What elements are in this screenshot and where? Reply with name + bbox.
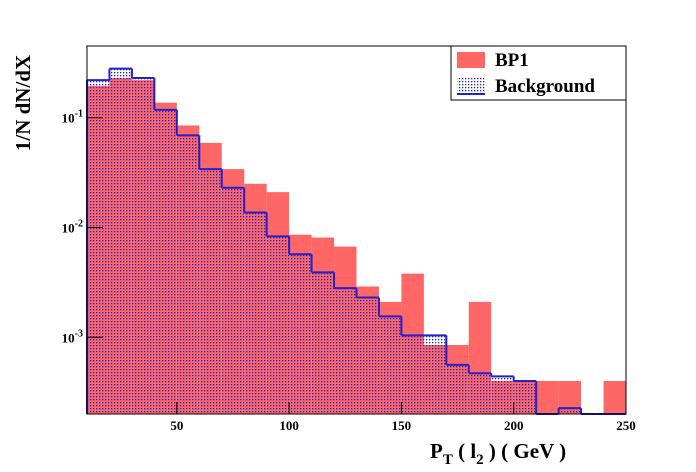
- x-tick-label: 150: [392, 418, 412, 433]
- bar-hatch: [244, 212, 267, 414]
- x-tick-label: 50: [170, 418, 183, 433]
- plot-frame: [86, 45, 627, 415]
- bar-hatch: [131, 77, 155, 414]
- bar-hatch: [109, 68, 132, 415]
- legend-swatch: [457, 78, 485, 94]
- bar: [603, 380, 626, 414]
- bar: [558, 380, 582, 414]
- x-tick-label: 250: [616, 418, 636, 433]
- bar-hatch: [221, 187, 245, 414]
- x-tick-label: 100: [279, 418, 299, 433]
- bar-hatch: [401, 335, 424, 414]
- bar-hatch: [378, 316, 402, 414]
- bar-hatch: [446, 364, 469, 414]
- y-axis-title: 1/N dN/dX: [11, 55, 35, 151]
- bar-hatch: [468, 373, 492, 414]
- x-title-part: P: [430, 439, 443, 463]
- bar-hatch: [311, 272, 335, 414]
- bar: [536, 380, 559, 414]
- y-tick-base: 10: [62, 220, 75, 235]
- bar-hatch: [199, 169, 222, 414]
- legend-swatch: [457, 52, 485, 68]
- legend-label: BP1: [495, 50, 529, 71]
- bar-hatch: [154, 109, 177, 414]
- y-tick-label: 10-1: [62, 109, 83, 126]
- bar-hatch: [558, 408, 582, 414]
- bar-hatch: [266, 236, 290, 414]
- y-tick-base: 10: [62, 111, 75, 126]
- legend-label: Background: [495, 76, 595, 97]
- bar-hatch: [176, 135, 200, 414]
- y-tick-exponent: -1: [75, 109, 83, 120]
- x-title-part: T: [443, 452, 453, 468]
- x-title-part: ( l: [453, 439, 476, 463]
- y-tick-label: 10-2: [62, 218, 83, 235]
- x-axis-title: PT ( l2 ) ( GeV ): [430, 439, 566, 468]
- y-tick-label: 10-3: [62, 328, 83, 345]
- x-title-part: ) ( GeV ): [484, 439, 566, 463]
- bar-hatch: [423, 335, 447, 414]
- y-tick-exponent: -2: [75, 218, 83, 229]
- bar-hatch: [87, 80, 110, 414]
- bar-hatch: [289, 254, 312, 414]
- y-tick-base: 10: [62, 330, 75, 345]
- x-tick-label: 200: [504, 418, 524, 433]
- bar-hatch: [491, 376, 514, 414]
- plot-area: [86, 67, 626, 415]
- bar-hatch: [334, 288, 357, 414]
- x-title-part: 2: [476, 452, 484, 468]
- bar-hatch: [356, 297, 379, 414]
- bar-hatch: [513, 380, 537, 414]
- y-tick-exponent: -3: [75, 328, 83, 339]
